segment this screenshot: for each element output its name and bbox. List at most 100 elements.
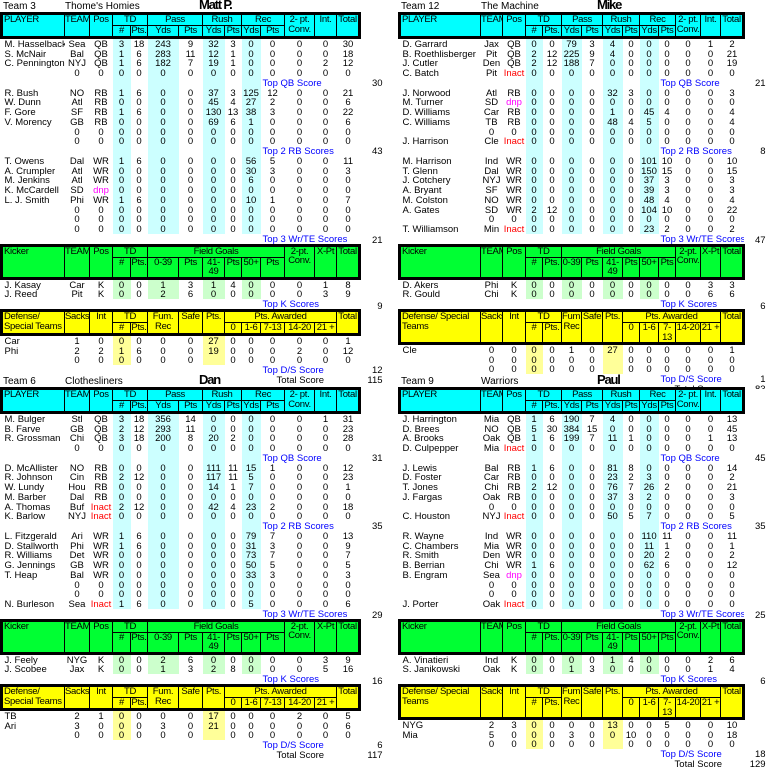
spacer [225, 299, 242, 310]
stat-cell: 0 [603, 156, 623, 166]
dst-header-cell: Total [337, 311, 360, 335]
player-name: R. Johnson [2, 473, 65, 483]
position: 0 [503, 502, 526, 512]
stat-cell: 4 [721, 107, 744, 117]
stat-cell: 14 [203, 482, 225, 492]
spacer [2, 234, 65, 245]
stat-cell: 0 [203, 512, 225, 522]
stat-cell: 6 [337, 117, 360, 127]
player-name: C. Williams [400, 117, 481, 127]
stat-cell: NYJ [481, 512, 503, 522]
dst-subheader-cell: 0 [623, 323, 640, 344]
spacer [65, 609, 90, 620]
dst-header-cell: Sacks [65, 311, 90, 335]
stat-cell: 0 [640, 127, 659, 137]
position: 0 [90, 215, 113, 225]
player-name: K. Barlow [2, 512, 65, 522]
stat-cell: 0 [526, 224, 543, 234]
stat-cell: 23 [640, 224, 659, 234]
position: WR [503, 531, 526, 541]
stat-cell: 4 [659, 107, 676, 117]
spacer [744, 531, 767, 541]
stat-cell: 0 [481, 355, 503, 365]
stat-cell: 18 [721, 730, 744, 740]
stat-cell: 6 [131, 195, 148, 205]
spacer [360, 424, 385, 434]
stat-cell: 0 [337, 215, 360, 225]
stat-cell: 1 [562, 665, 582, 675]
stat-cell: 0 [242, 59, 261, 69]
stat-cell: 13 [603, 719, 623, 730]
spacer [2, 365, 65, 375]
player-name [2, 224, 65, 234]
player-name [2, 205, 65, 215]
stat-cell: 0 [659, 473, 676, 483]
stat-cell: 0 [179, 560, 203, 570]
stat-cell: 0 [261, 137, 285, 147]
dst-header-cell: Defense/ Special Teams [400, 686, 481, 719]
stat-cell: 0 [148, 117, 179, 127]
spacer [603, 234, 623, 245]
stat-cell: 7 [582, 59, 603, 69]
spacer [744, 560, 767, 570]
position: 0 [90, 590, 113, 600]
stat-cell: 0 [315, 541, 337, 551]
player-name: J. Reed [2, 290, 65, 300]
stat-cell: 0 [242, 335, 261, 346]
spacer [203, 609, 225, 620]
stat-cell: 0 [285, 541, 315, 551]
kicker-subheader-cell: 50+ [640, 632, 659, 653]
stat-cell: 0 [179, 98, 203, 108]
position: RB [90, 107, 113, 117]
spacer [65, 78, 90, 88]
stat-cell: 0 [659, 434, 676, 444]
stat-cell: Pit [65, 290, 90, 300]
player-name: K. McCardell [2, 185, 65, 195]
player-subheader-cell: Yds [242, 26, 261, 38]
summary-label-qb: Top QB Score [261, 453, 360, 463]
stat-cell: 6 [131, 346, 148, 356]
spacer [744, 215, 767, 225]
stat-cell: 3 [623, 88, 640, 98]
stat-cell: 0 [676, 38, 701, 49]
spacer [744, 424, 767, 434]
kicker-header-cell: Field Goals [562, 620, 676, 632]
team-name: TB [2, 710, 65, 721]
stat-cell: 45 [721, 424, 744, 434]
stat-cell: 3 [721, 492, 744, 502]
stat-cell: 0 [659, 68, 676, 78]
spacer [603, 674, 623, 685]
stat-cell: 0 [676, 551, 701, 561]
spacer [603, 749, 623, 759]
spacer [400, 609, 481, 620]
stat-cell: 0 [603, 580, 623, 590]
stat-cell: 0 [285, 482, 315, 492]
spacer [582, 749, 603, 759]
spacer [562, 299, 582, 310]
kicker-header-cell: Field Goals [562, 245, 676, 257]
spacer [543, 759, 562, 769]
stat-cell: 1 [113, 49, 131, 59]
stat-cell: 0 [285, 185, 315, 195]
stat-cell: 0 [562, 512, 582, 522]
spacer [481, 759, 503, 769]
stat-cell: 6 [179, 653, 203, 664]
spacer [360, 389, 385, 413]
stat-cell: 1 [261, 463, 285, 473]
stat-cell: 10 [659, 156, 676, 166]
kicker-header-cell: Field Goals [148, 620, 285, 632]
team-name [2, 731, 65, 741]
spacer [400, 674, 481, 685]
stat-cell: 9 [179, 38, 203, 49]
stat-cell: 1 [113, 195, 131, 205]
player-name [400, 502, 481, 512]
position: 0 [503, 590, 526, 600]
stat-cell: 0 [113, 166, 131, 176]
